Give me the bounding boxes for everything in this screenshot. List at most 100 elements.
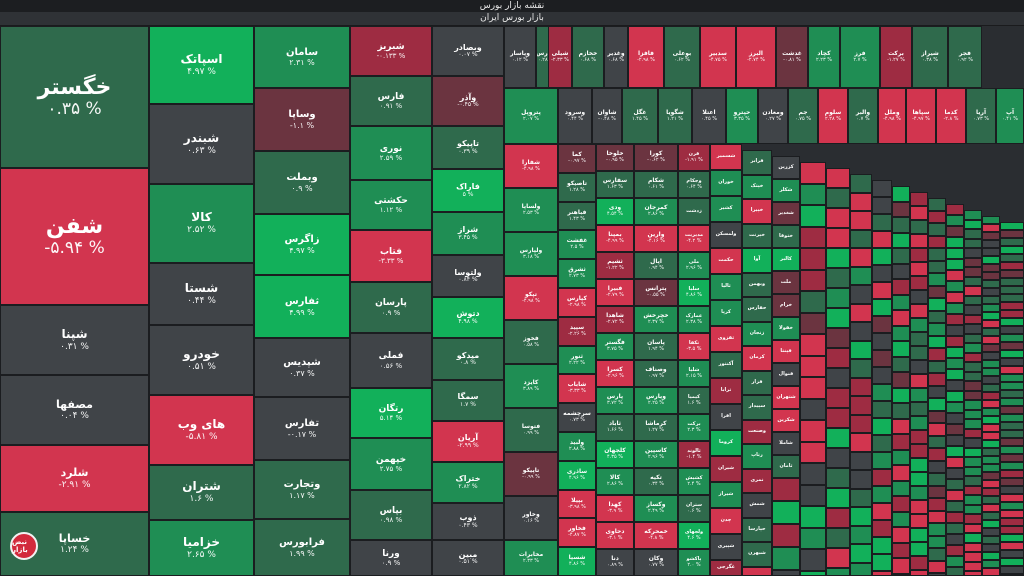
stock-cell[interactable]	[946, 545, 964, 556]
stock-cell[interactable]	[1000, 462, 1024, 470]
stock-cell[interactable]	[946, 347, 964, 358]
stock-cell[interactable]	[892, 527, 910, 543]
stock-tile[interactable]: سپاها -۴.۹۷ %	[906, 88, 936, 144]
stock-cell[interactable]	[1000, 342, 1024, 350]
stock-cell[interactable]	[946, 204, 964, 215]
stock-cell[interactable]	[928, 423, 946, 436]
stock-cell[interactable]	[1000, 558, 1024, 566]
stock-cell[interactable]	[910, 290, 928, 304]
stock-cell[interactable]	[850, 562, 872, 576]
stock-tile[interactable]: ثقزوی	[710, 326, 742, 352]
stock-cell[interactable]	[910, 318, 928, 332]
stock-tile[interactable]: خپهمن ۲.۷۵ %	[350, 438, 432, 490]
stock-cell[interactable]	[872, 520, 892, 537]
stock-cell[interactable]	[964, 571, 982, 576]
stock-cell[interactable]	[982, 248, 1000, 256]
stock-cell[interactable]	[982, 408, 1000, 416]
stock-cell[interactable]	[910, 430, 928, 444]
stock-tile[interactable]: کپارس -۲.۹۸ %	[558, 288, 596, 317]
stock-cell[interactable]	[1000, 494, 1024, 502]
stock-tile[interactable]: تپکو -۴.۹۸ %	[504, 276, 558, 320]
stock-tile[interactable]: اپال ۰.۹۴ %	[634, 252, 678, 279]
stock-cell[interactable]	[928, 460, 946, 473]
stock-cell[interactable]	[982, 336, 1000, 344]
stock-cell[interactable]	[982, 440, 1000, 448]
stock-cell[interactable]	[892, 201, 910, 217]
stock-cell[interactable]	[850, 266, 872, 285]
stock-cell[interactable]	[964, 219, 982, 229]
stock-cell[interactable]	[800, 334, 826, 356]
stock-cell[interactable]	[910, 234, 928, 248]
stock-tile[interactable]: شفارا -۴.۹۸ %	[504, 144, 558, 188]
stock-tile[interactable]: کروما	[710, 430, 742, 456]
stock-tile[interactable]: کرماشا ۱.۲۷ %	[634, 414, 678, 441]
stock-cell[interactable]	[772, 547, 800, 570]
stock-cell[interactable]	[910, 220, 928, 234]
stock-cell[interactable]	[964, 428, 982, 438]
stock-cell[interactable]	[946, 457, 964, 468]
stock-cell[interactable]	[982, 504, 1000, 512]
stock-cell[interactable]	[928, 510, 946, 523]
stock-cell[interactable]	[910, 402, 928, 416]
stock-cell[interactable]	[982, 256, 1000, 264]
stock-tile[interactable]: آپ ۰.۴۱ %	[996, 88, 1024, 144]
stock-tile[interactable]: ورنا ۰.۹ %	[350, 540, 432, 576]
stock-cell[interactable]	[1000, 262, 1024, 270]
stock-tile[interactable]: کرمان	[742, 346, 772, 371]
stock-tile[interactable]: ملت	[772, 271, 800, 294]
stock-cell[interactable]	[928, 385, 946, 398]
stock-tile[interactable]: کلجهان ۴.۳۵ %	[596, 441, 634, 468]
stock-tile[interactable]: برکت -۱.۲۷ %	[880, 26, 912, 88]
stock-cell[interactable]	[1000, 238, 1024, 246]
stock-tile[interactable]: دتوش ۴.۹۸ %	[432, 297, 504, 338]
stock-cell[interactable]	[850, 340, 872, 359]
stock-tile[interactable]: ولمسکن	[710, 222, 742, 248]
stock-cell[interactable]	[772, 524, 800, 547]
stock-cell[interactable]	[946, 292, 964, 303]
stock-cell[interactable]	[928, 273, 946, 286]
stock-tile[interactable]: غفشت ۲.۵ %	[558, 230, 596, 260]
stock-cell[interactable]	[928, 548, 946, 561]
stock-cell[interactable]	[892, 418, 910, 434]
stock-tile[interactable]: کهدا -۳.۹ %	[596, 495, 634, 522]
stock-cell[interactable]	[850, 414, 872, 433]
stock-cell[interactable]	[892, 558, 910, 574]
stock-cell[interactable]	[982, 312, 1000, 320]
stock-tile[interactable]: شپدیس ۰.۳۷ %	[254, 338, 350, 397]
stock-cell[interactable]	[928, 210, 946, 223]
stock-cell[interactable]	[928, 235, 946, 248]
stock-cell[interactable]	[910, 472, 928, 486]
stock-tile[interactable]: کایزد ۳.۸۹ %	[504, 364, 558, 408]
stock-cell[interactable]	[892, 387, 910, 403]
stock-cell[interactable]	[850, 451, 872, 470]
stock-cell[interactable]	[964, 371, 982, 381]
stock-tile[interactable]: ثامان	[772, 455, 800, 478]
stock-cell[interactable]	[892, 279, 910, 295]
stock-cell[interactable]	[772, 570, 800, 576]
stock-tile[interactable]: کسرا -۲.۹۶ %	[596, 360, 634, 387]
stock-cell[interactable]	[800, 183, 826, 205]
stock-cell[interactable]	[964, 552, 982, 562]
stock-cell[interactable]	[928, 398, 946, 411]
stock-tile[interactable]: سمگا ۱.۷ %	[432, 380, 504, 421]
stock-cell[interactable]	[946, 314, 964, 325]
stock-tile[interactable]: های وب -۵.۸۱ %	[149, 395, 254, 465]
stock-cell[interactable]	[910, 486, 928, 500]
stock-tile[interactable]: سلیا ۴.۸۶ %	[678, 279, 710, 306]
stock-cell[interactable]	[964, 343, 982, 353]
stock-tile[interactable]: کشیش ۲.۴ %	[678, 468, 710, 495]
stock-tile[interactable]: شبریز -۰.۱۳۳ %	[350, 26, 432, 76]
stock-tile[interactable]: شسمیر	[710, 144, 742, 170]
stock-cell[interactable]	[1000, 438, 1024, 446]
stock-cell[interactable]	[850, 507, 872, 526]
stock-tile[interactable]: شبندر ۰.۶۳ %	[149, 104, 254, 184]
stock-cell[interactable]	[826, 528, 850, 548]
stock-tile[interactable]: بوعلی ۰.۶۲ %	[664, 26, 700, 88]
stock-cell[interactable]	[872, 180, 892, 197]
stock-cell[interactable]	[982, 552, 1000, 560]
stock-cell[interactable]	[964, 352, 982, 362]
stock-cell[interactable]	[928, 360, 946, 373]
stock-tile[interactable]: فزار	[742, 370, 772, 395]
stock-cell[interactable]	[946, 468, 964, 479]
stock-cell[interactable]	[826, 488, 850, 508]
